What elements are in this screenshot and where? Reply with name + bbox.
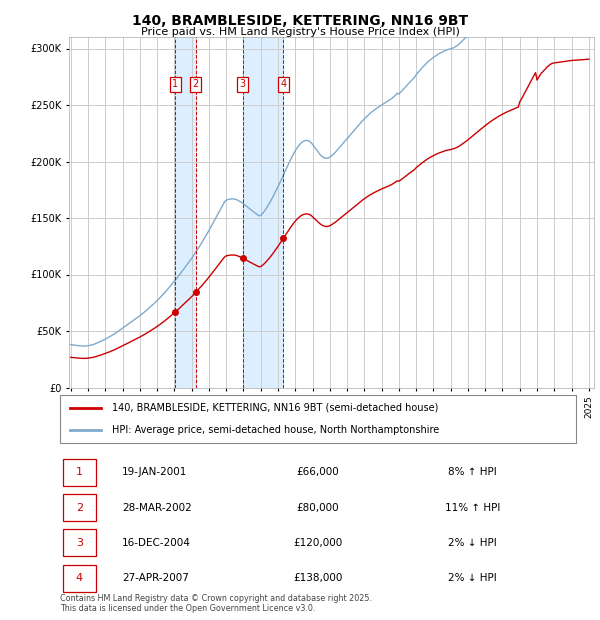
Text: 2% ↓ HPI: 2% ↓ HPI	[448, 538, 497, 548]
Text: 4: 4	[76, 574, 83, 583]
FancyBboxPatch shape	[62, 459, 96, 485]
Text: £138,000: £138,000	[293, 574, 343, 583]
FancyBboxPatch shape	[62, 494, 96, 521]
Text: £80,000: £80,000	[296, 503, 340, 513]
Text: 140, BRAMBLESIDE, KETTERING, NN16 9BT (semi-detached house): 140, BRAMBLESIDE, KETTERING, NN16 9BT (s…	[112, 403, 438, 413]
Text: 3: 3	[239, 79, 246, 89]
Text: 27-APR-2007: 27-APR-2007	[122, 574, 189, 583]
Text: 16-DEC-2004: 16-DEC-2004	[122, 538, 191, 548]
Text: 11% ↑ HPI: 11% ↑ HPI	[445, 503, 500, 513]
Text: HPI: Average price, semi-detached house, North Northamptonshire: HPI: Average price, semi-detached house,…	[112, 425, 439, 435]
FancyBboxPatch shape	[62, 529, 96, 556]
Text: 2: 2	[76, 503, 83, 513]
Text: 3: 3	[76, 538, 83, 548]
Bar	[175, 37, 196, 387]
FancyBboxPatch shape	[60, 395, 576, 443]
Text: 140, BRAMBLESIDE, KETTERING, NN16 9BT: 140, BRAMBLESIDE, KETTERING, NN16 9BT	[132, 14, 468, 29]
Text: 4: 4	[280, 79, 287, 89]
Text: 2% ↓ HPI: 2% ↓ HPI	[448, 574, 497, 583]
Text: £66,000: £66,000	[296, 467, 340, 477]
Text: 2: 2	[193, 79, 199, 89]
Bar	[243, 37, 283, 387]
Text: 8% ↑ HPI: 8% ↑ HPI	[448, 467, 497, 477]
Text: Contains HM Land Registry data © Crown copyright and database right 2025.
This d: Contains HM Land Registry data © Crown c…	[60, 594, 372, 613]
Text: 1: 1	[172, 79, 178, 89]
Text: 28-MAR-2002: 28-MAR-2002	[122, 503, 191, 513]
Text: 19-JAN-2001: 19-JAN-2001	[122, 467, 187, 477]
Text: 1: 1	[76, 467, 83, 477]
FancyBboxPatch shape	[62, 565, 96, 591]
Text: Price paid vs. HM Land Registry's House Price Index (HPI): Price paid vs. HM Land Registry's House …	[140, 27, 460, 37]
Text: £120,000: £120,000	[293, 538, 343, 548]
